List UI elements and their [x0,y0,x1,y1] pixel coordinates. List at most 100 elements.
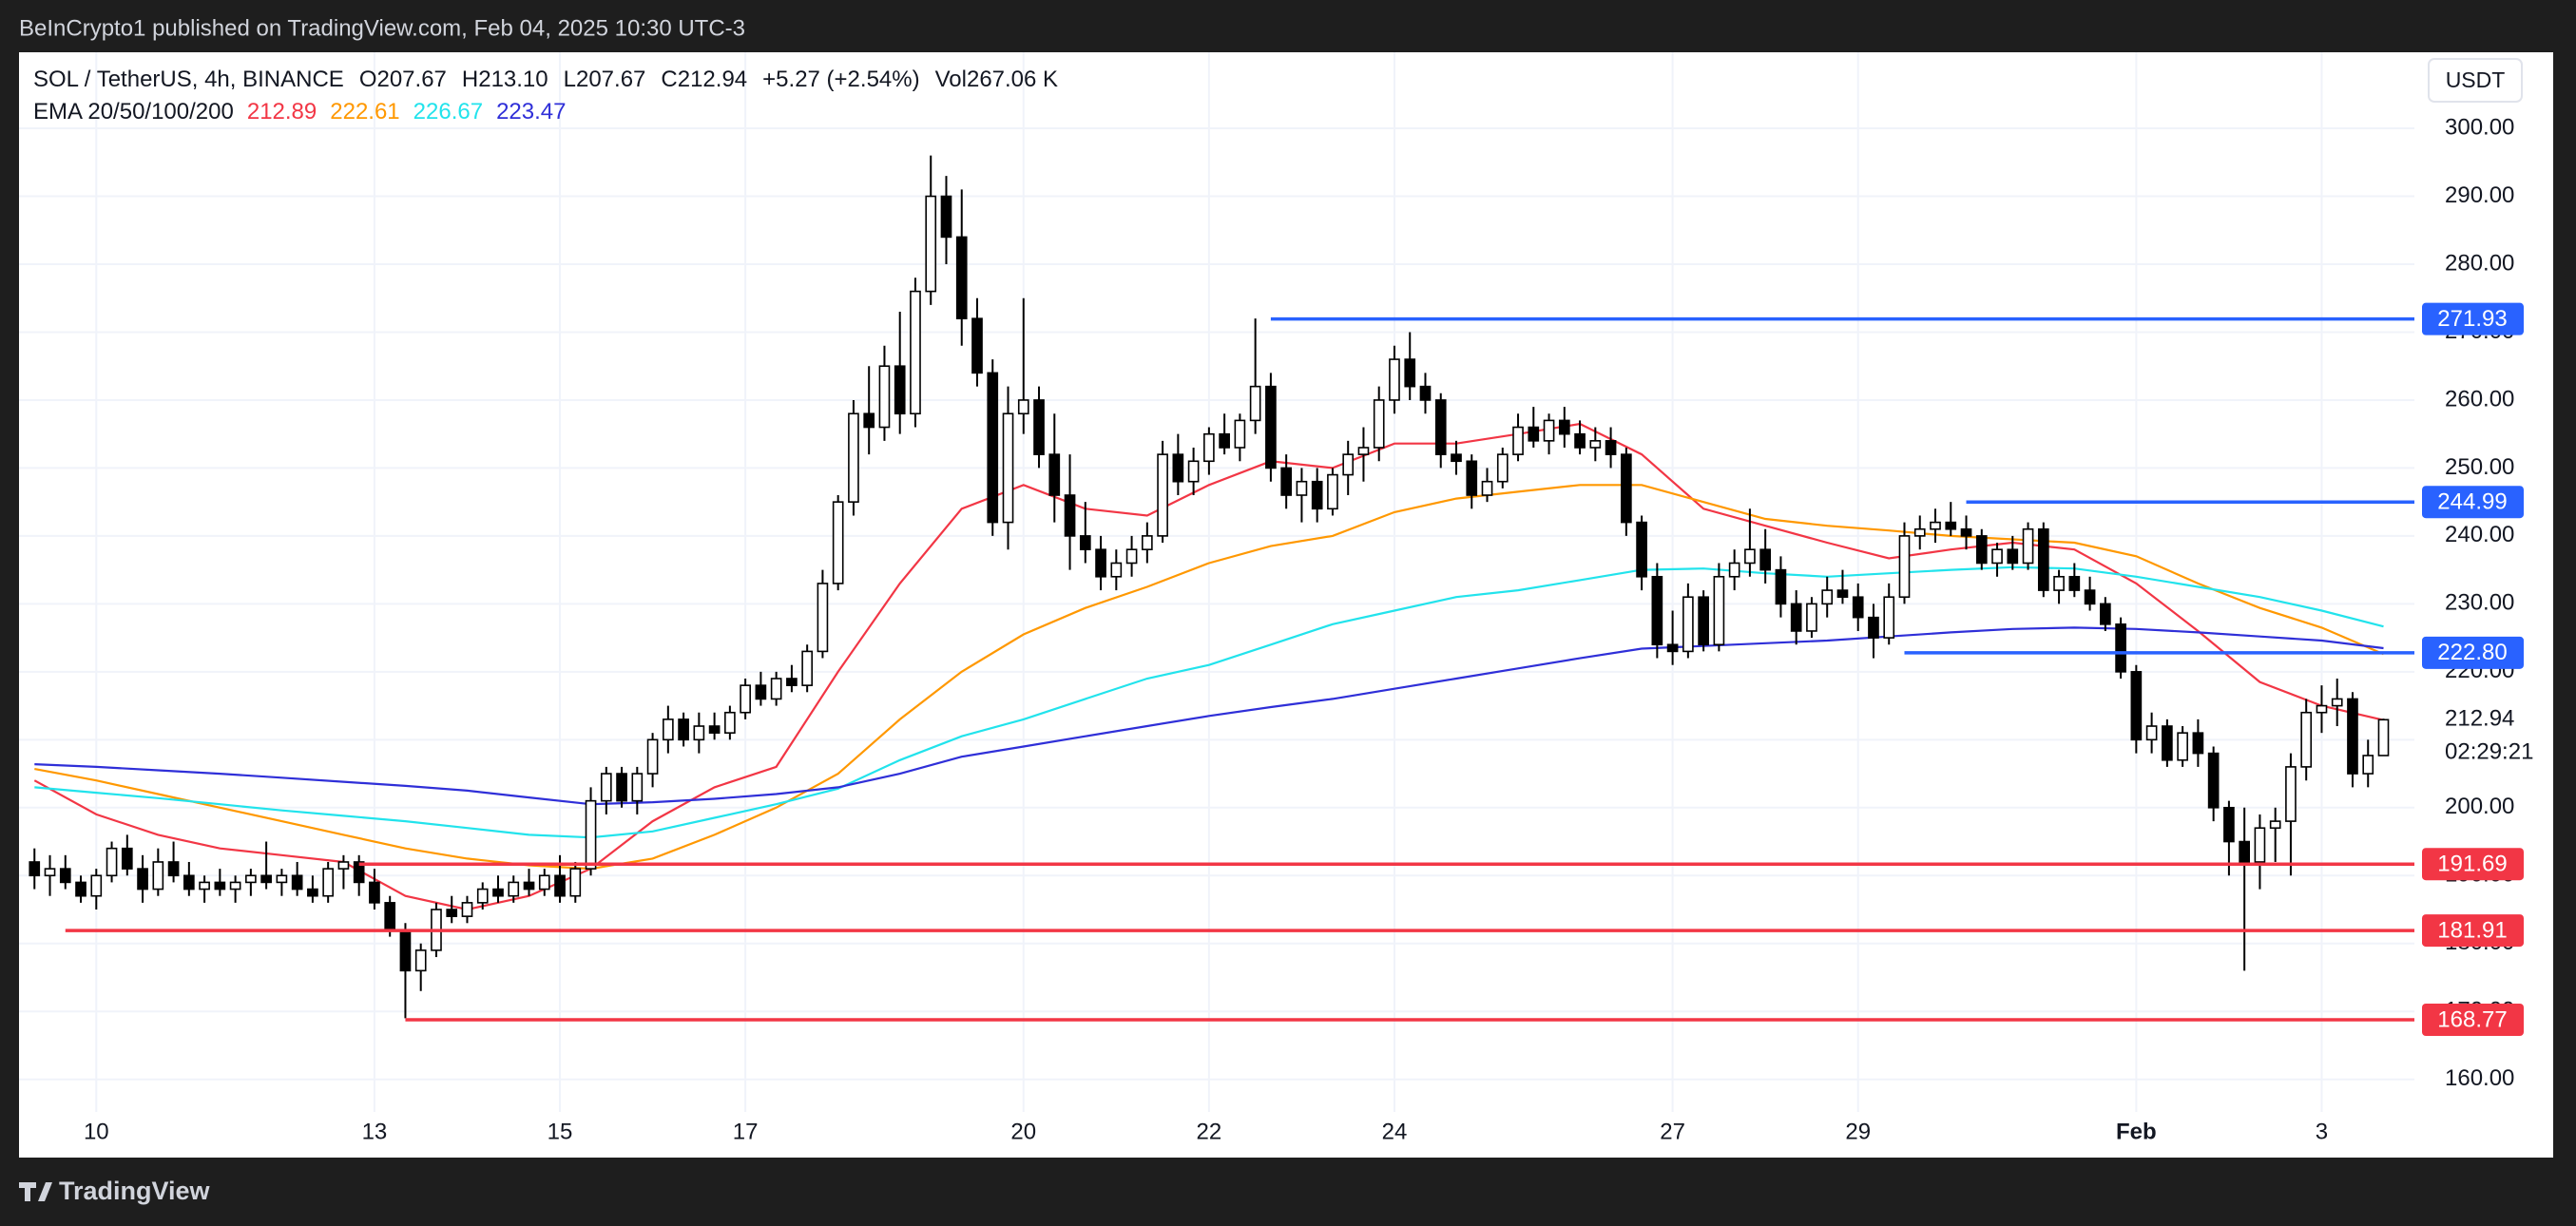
candle-body [1389,358,1400,401]
candle-body [1898,535,1911,599]
candle-body [817,583,829,653]
candle-body [1528,426,1540,442]
x-tick-label: 15 [548,1119,573,1144]
y-tick-label: 160.00 [2445,1065,2514,1091]
level-tag-label: 271.93 [2437,306,2507,332]
x-tick-label: 20 [1010,1119,1036,1144]
candle-body [1373,399,1385,449]
candle-body [2362,755,2374,775]
candle-body [106,847,118,877]
candle-body [1234,419,1246,449]
candle-body [1017,399,1029,415]
candle-body [1481,480,1493,496]
indicator-value: 223.47 [496,99,566,125]
candle-body [724,711,736,734]
candle-body [1930,521,1941,530]
candle-body [1605,440,1617,455]
ohlc-value: O207.67 [359,67,447,92]
candle-body [1095,548,1106,578]
candle-body [2316,704,2328,714]
ema-line [34,626,2384,806]
y-tick-label: 280.00 [2445,250,2514,276]
candle-body [167,861,180,877]
candle-body [245,874,257,884]
candle-body [137,868,148,891]
candle-body [2331,698,2343,707]
y-tick-label: 300.00 [2445,114,2514,140]
candle-body [414,949,427,972]
candle-body [894,365,906,415]
level-tag-label: 191.69 [2437,852,2507,877]
candle-body [971,317,983,374]
candle-body [2130,671,2143,741]
level-layer [65,316,2414,1022]
symbol-legend: SOL / TetherUS, 4h, BINANCE O207.67 H213.1… [33,67,1058,92]
candle-body [987,372,999,524]
level-tag-label: 181.91 [2437,917,2507,943]
candle-body [1342,453,1355,476]
x-tick-label: 24 [1382,1119,1408,1144]
logo-shape [19,1182,52,1201]
candle-body [585,799,597,870]
candle-body [1187,460,1200,483]
candle-body [2177,732,2188,761]
price-tag [2422,700,2546,774]
candle-body [1327,473,1338,510]
candle-body [2300,711,2313,768]
candle-body [2192,732,2204,755]
candle-body [678,718,689,741]
currency-box[interactable] [2428,58,2523,103]
y-tick-label: 200.00 [2445,794,2514,819]
candle-body [1296,480,1308,496]
y-tick-label: 230.00 [2445,590,2514,616]
candle-body [863,412,875,429]
candle-body [600,773,612,802]
candle-body [1404,358,1416,388]
candle-body [1311,480,1323,510]
x-tick-label: 13 [362,1119,388,1144]
candle-body [2115,623,2126,673]
candle-body [1991,548,2003,565]
y-tick-label: 250.00 [2445,454,2514,480]
candle-body [44,868,56,877]
candle-body [399,929,412,972]
candle-body [2068,575,2081,591]
level-tag [2422,636,2524,669]
level-tag [2422,848,2524,881]
candle-body [878,365,891,429]
candle-body [2053,575,2065,591]
candle-body [848,412,859,503]
candle-body [1945,521,1957,530]
ohlc-value: Vol267.06 K [935,67,1058,92]
candle-body [755,684,767,700]
candle-body [29,861,41,877]
candle-body [1172,453,1184,483]
candle-body [2022,527,2034,565]
level-tag-label: 222.80 [2437,640,2507,665]
level-tag-label: 244.99 [2437,489,2507,515]
candle-body [229,881,241,891]
candle-body [307,888,318,897]
candle-body [2145,725,2158,741]
x-tick-label: 17 [733,1119,759,1144]
plot-background [19,52,2553,1158]
level-tag [2422,914,2524,948]
candle-body [1589,440,1602,449]
indicator-value: 212.89 [247,99,317,125]
candle-body [770,678,782,700]
brand-name: TradingView [59,1177,211,1205]
candle-body [2207,752,2220,809]
brand-logo [19,1182,52,1201]
candle-body [1496,453,1509,483]
candle-body [476,888,489,904]
candle-body [1512,426,1524,455]
ema-line [34,484,2384,871]
candle-body [1620,453,1632,524]
candle-body [693,725,705,741]
x-tick-label: 10 [84,1119,109,1144]
candle-body [2269,820,2281,830]
candle-body [1033,399,1045,455]
candle-body [260,874,272,884]
